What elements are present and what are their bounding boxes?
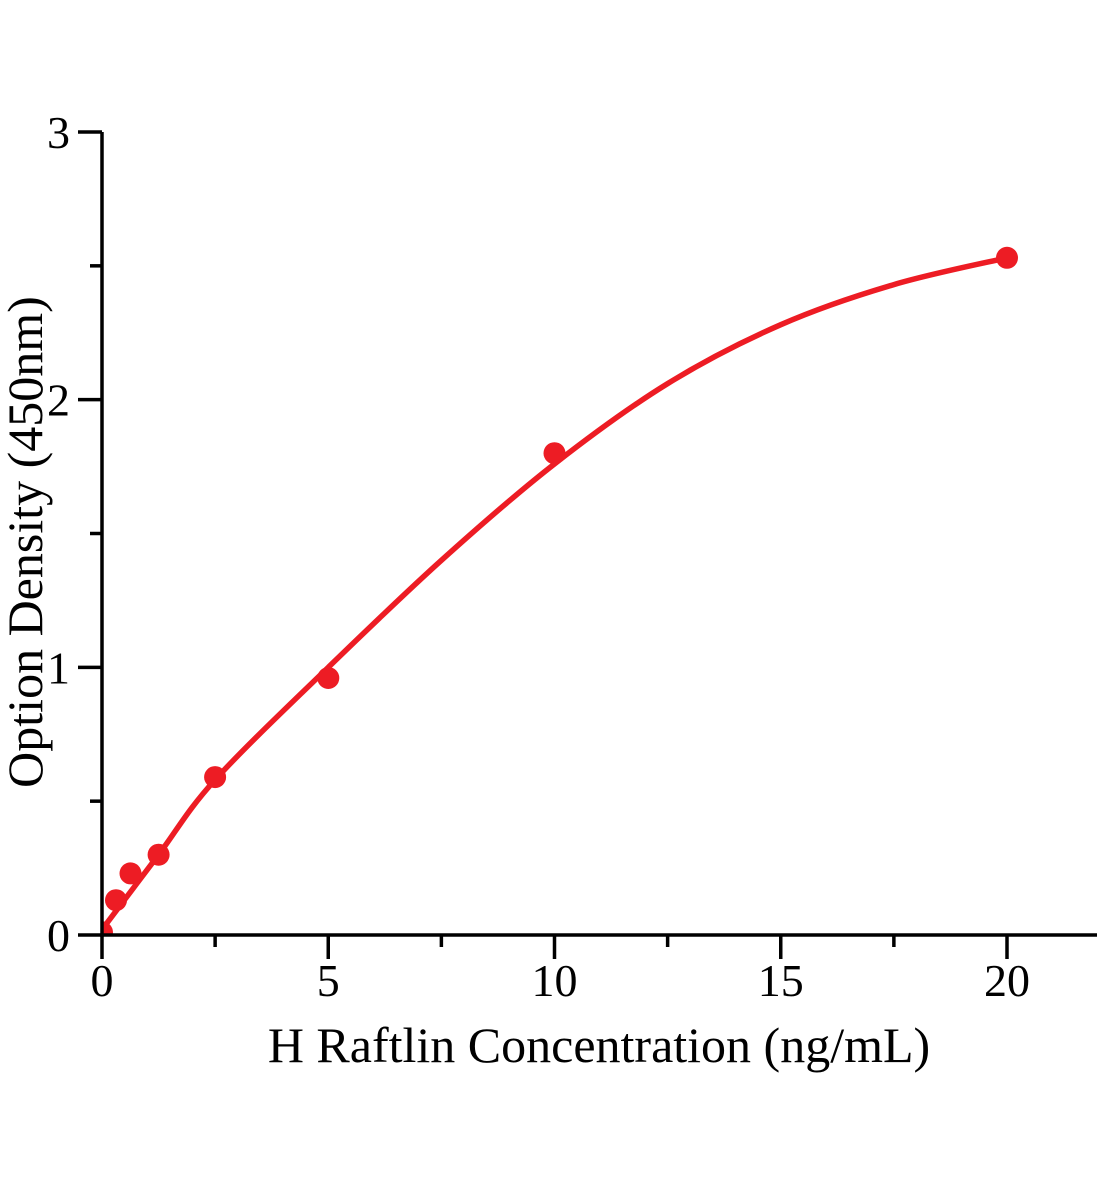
x-tick-label: 0	[91, 955, 114, 1006]
data-point	[147, 843, 170, 866]
data-point	[317, 667, 340, 689]
x-tick-label: 15	[758, 955, 804, 1006]
y-tick-label: 2	[47, 375, 70, 426]
x-axis-title: H Raftlin Concentration (ng/mL)	[268, 1017, 930, 1073]
series-group	[102, 246, 1018, 936]
y-tick-label: 0	[47, 910, 70, 961]
x-tick-label: 5	[317, 955, 340, 1006]
axes-group	[78, 130, 1097, 959]
data-point	[105, 889, 127, 912]
data-point	[996, 246, 1018, 269]
x-tick-label: 10	[532, 955, 578, 1006]
data-point	[204, 766, 227, 789]
data-point	[102, 921, 113, 936]
x-tick-label: 20	[984, 955, 1030, 1006]
fit-curve-line	[102, 255, 1010, 933]
y-tick-label: 1	[47, 642, 70, 693]
y-axis-title: Option Density (450nm)	[0, 296, 53, 788]
y-tick-label: 3	[47, 107, 70, 158]
data-point	[119, 862, 142, 885]
data-point	[543, 442, 566, 465]
